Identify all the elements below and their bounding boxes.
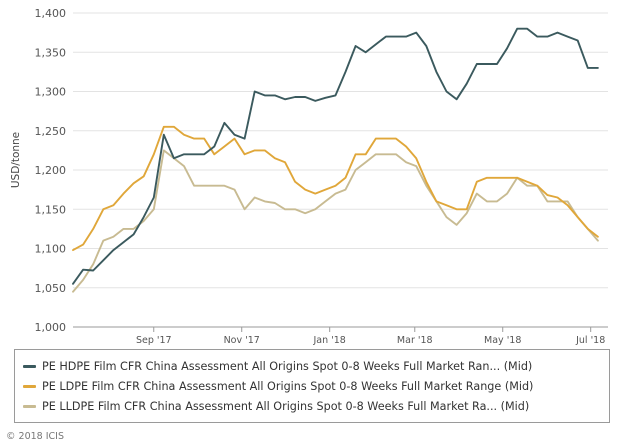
copyright-notice: © 2018 ICIS bbox=[6, 431, 64, 442]
legend-label-hdpe: PE HDPE Film CFR China Assessment All Or… bbox=[42, 359, 533, 373]
x-tick-label: May '18 bbox=[484, 335, 521, 346]
legend-label-ldpe: PE LDPE Film CFR China Assessment All Or… bbox=[42, 379, 534, 393]
x-tick-label: Sep '17 bbox=[136, 335, 172, 346]
legend-swatch-lldpe bbox=[23, 404, 36, 408]
y-tick-label: 1,000 bbox=[35, 321, 67, 334]
x-tick-label: Jul '18 bbox=[575, 335, 605, 346]
chart-legend: PE HDPE Film CFR China Assessment All Or… bbox=[14, 349, 610, 423]
x-tick-label: Jan '18 bbox=[312, 335, 345, 346]
legend-item-ldpe[interactable]: PE LDPE Film CFR China Assessment All Or… bbox=[23, 377, 533, 395]
y-tick-label: 1,250 bbox=[35, 125, 67, 138]
legend-label-lldpe: PE LLDPE Film CFR China Assessment All O… bbox=[42, 399, 530, 413]
legend-swatch-ldpe bbox=[23, 384, 36, 388]
x-tick-label: Nov '17 bbox=[224, 335, 260, 346]
y-tick-label: 1,350 bbox=[35, 46, 67, 59]
y-tick-label: 1,400 bbox=[35, 7, 67, 20]
y-axis-label: USD/tonne bbox=[10, 132, 22, 188]
legend-swatch-hdpe bbox=[23, 364, 36, 368]
y-axis-tick-labels: 1,000 1,050 1,100 1,150 1,200 1,250 1,300 1,350… bbox=[35, 7, 67, 334]
line-chart: 1,000 1,050 1,100 1,150 1,200 1,250 1,300 1,350… bbox=[10, 7, 608, 346]
y-tick-label: 1,050 bbox=[35, 282, 67, 295]
series-line-0[interactable] bbox=[72, 27, 599, 285]
y-tick-label: 1,100 bbox=[35, 243, 67, 256]
gridlines bbox=[73, 12, 608, 289]
y-tick-label: 1,300 bbox=[35, 86, 67, 99]
legend-item-hdpe[interactable]: PE HDPE Film CFR China Assessment All Or… bbox=[23, 357, 532, 375]
x-axis-tick-labels: Sep '17 Nov '17 Jan '18 Mar '18 May '18 Jul '… bbox=[136, 335, 605, 346]
legend-item-lldpe[interactable]: PE LLDPE Film CFR China Assessment All O… bbox=[23, 397, 529, 415]
series-lines bbox=[72, 27, 599, 293]
x-tick-label: Mar '18 bbox=[397, 335, 433, 346]
series-line-2[interactable] bbox=[72, 149, 599, 293]
y-tick-label: 1,150 bbox=[35, 203, 67, 216]
y-tick-label: 1,200 bbox=[35, 164, 67, 177]
x-axis-ticks bbox=[153, 327, 592, 332]
series-line-1[interactable] bbox=[72, 125, 599, 252]
